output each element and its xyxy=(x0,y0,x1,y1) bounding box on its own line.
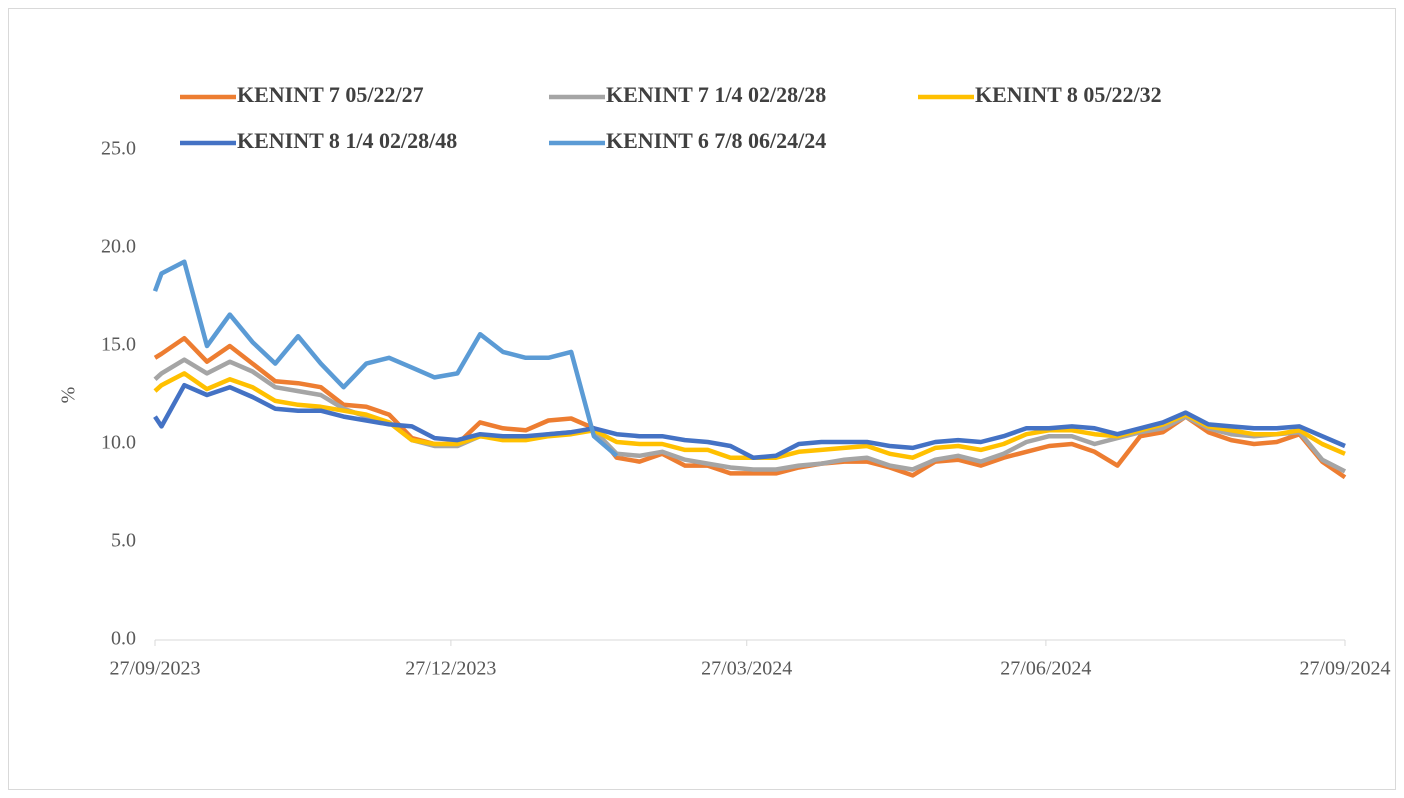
legend-label: KENINT 7 05/22/27 xyxy=(237,82,424,107)
x-tick-label: 27/03/2024 xyxy=(701,658,792,680)
y-tick-label: 25.0 xyxy=(101,138,136,160)
x-tick-label: 27/09/2023 xyxy=(109,658,200,680)
series-line xyxy=(153,382,1346,460)
y-tick-label: 20.0 xyxy=(101,236,136,258)
legend-label: KENINT 8 05/22/32 xyxy=(975,82,1162,107)
legend-label: KENINT 8 1/4 02/28/48 xyxy=(237,128,457,153)
y-tick-label: 15.0 xyxy=(101,334,136,356)
series-line xyxy=(152,259,619,458)
x-tick-label: 27/09/2024 xyxy=(1299,658,1390,680)
y-axis-label: % xyxy=(58,387,80,404)
x-tick-label: 27/12/2023 xyxy=(405,658,496,680)
chart-border xyxy=(8,8,1396,790)
legend-label: KENINT 6 7/8 06/24/24 xyxy=(606,128,826,153)
legend-label: KENINT 7 1/4 02/28/28 xyxy=(606,82,826,107)
series-line xyxy=(153,335,1347,480)
y-tick-label: 5.0 xyxy=(111,530,136,552)
y-tick-label: 10.0 xyxy=(101,432,136,454)
y-tick-label: 0.0 xyxy=(111,628,136,650)
x-tick-label: 27/06/2024 xyxy=(1000,658,1091,680)
